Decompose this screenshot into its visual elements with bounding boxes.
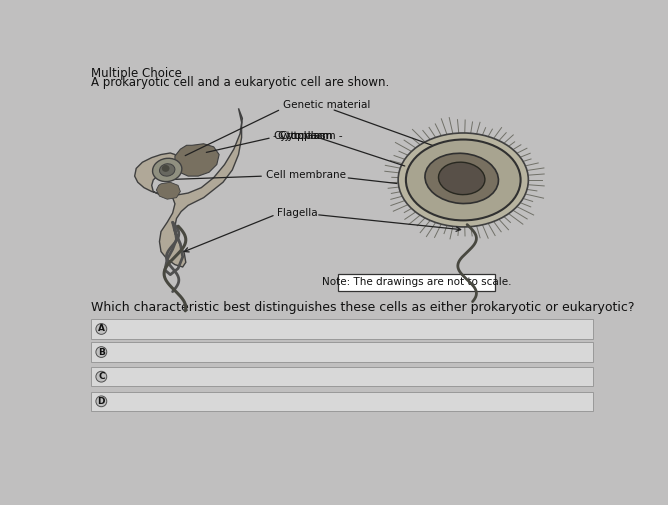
Text: Cytoplasm: Cytoplasm <box>277 131 333 141</box>
Text: A prokaryotic cell and a eukaryotic cell are shown.: A prokaryotic cell and a eukaryotic cell… <box>92 76 389 89</box>
Ellipse shape <box>152 158 182 182</box>
FancyBboxPatch shape <box>92 392 593 411</box>
Text: Flagella: Flagella <box>277 208 318 218</box>
FancyBboxPatch shape <box>92 319 593 338</box>
Polygon shape <box>156 182 180 199</box>
FancyBboxPatch shape <box>92 367 593 386</box>
Text: Cytoplasm: Cytoplasm <box>273 131 329 141</box>
Text: Which characteristic best distinguishes these cells as either prokaryotic or euk: Which characteristic best distinguishes … <box>92 301 635 314</box>
FancyBboxPatch shape <box>92 342 593 362</box>
Circle shape <box>96 324 107 334</box>
Ellipse shape <box>162 165 170 172</box>
Ellipse shape <box>398 133 528 227</box>
Circle shape <box>96 371 107 382</box>
Text: The organization of the genetic material: The organization of the genetic material <box>112 323 364 335</box>
Ellipse shape <box>406 139 520 220</box>
Polygon shape <box>135 109 242 267</box>
Text: Note: The drawings are not to scale.: Note: The drawings are not to scale. <box>322 277 512 287</box>
Circle shape <box>96 346 107 358</box>
Text: - Cytoplasm -: - Cytoplasm - <box>273 131 343 141</box>
Text: Genetic material: Genetic material <box>283 100 371 110</box>
Text: Cell membrane: Cell membrane <box>266 170 345 180</box>
Text: D: D <box>98 397 105 406</box>
Circle shape <box>96 396 107 407</box>
Ellipse shape <box>160 164 175 176</box>
Ellipse shape <box>425 154 498 204</box>
Text: Multiple Choice: Multiple Choice <box>92 67 182 80</box>
Text: The function of the flagella: The function of the flagella <box>112 395 281 408</box>
Text: C: C <box>98 372 105 381</box>
Polygon shape <box>175 144 219 176</box>
Text: B: B <box>98 347 105 357</box>
Text: The location of the cytoplasm: The location of the cytoplasm <box>112 345 298 359</box>
Ellipse shape <box>438 162 485 194</box>
Text: A: A <box>98 324 105 333</box>
FancyBboxPatch shape <box>339 274 495 291</box>
Text: The role of the cell membrane: The role of the cell membrane <box>112 370 301 383</box>
